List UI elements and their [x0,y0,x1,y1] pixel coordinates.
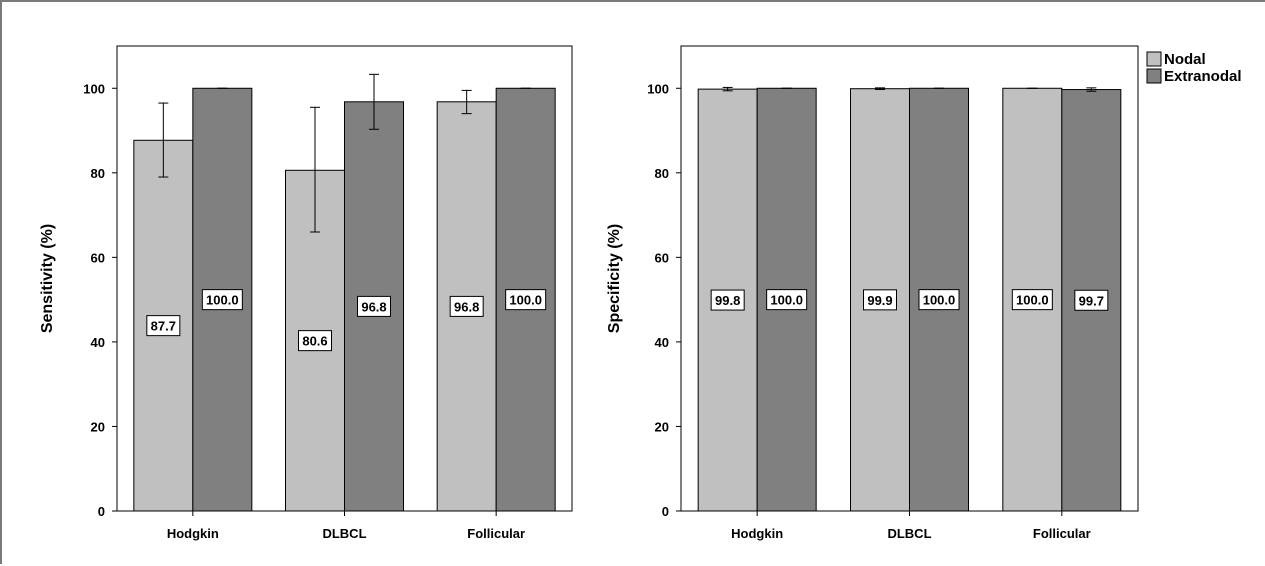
y-tick-label: 60 [655,250,669,265]
value-label-nodal-hodgkin: 87.7 [146,315,181,337]
value-label-text: 100.0 [509,293,542,308]
value-label-box [1074,289,1109,311]
legend-swatch [1146,51,1162,67]
y-tick-label: 100 [647,81,669,96]
error-bar-nodal-dlbcl [310,106,320,233]
value-label-box [201,289,243,311]
value-label-text: 99.8 [715,293,740,308]
error-bar-extranodal-follicular [1086,87,1097,92]
value-label-extranodal-hodgkin: 100.0 [201,289,243,311]
y-tick-label: 80 [91,166,105,181]
y-tick-label: 40 [91,335,105,350]
value-label-box [863,289,897,311]
value-label-box [298,330,332,352]
x-tick-label: Follicular [1033,526,1091,541]
legend-label: Extranodal [1164,68,1242,85]
value-label-box [766,289,808,311]
legend-item-extranodal: Extranodal [1146,68,1242,85]
value-label-text: 80.6 [302,334,327,349]
x-tick-label: DLBCL [322,526,366,541]
error-bar-nodal-follicular [461,89,472,115]
y-tick-label: 60 [91,250,105,265]
y-axis-title: Specificity (%) [606,224,623,333]
x-tick-label: Hodgkin [731,526,783,541]
error-bar-nodal-dlbcl [875,87,885,91]
value-label-box [918,289,960,311]
y-axis-title: Sensitivity (%) [39,224,56,333]
value-label-box [449,295,484,317]
value-label-extranodal-follicular: 99.7 [1074,289,1109,311]
value-label-text: 100.0 [206,293,239,308]
x-tick-label: Follicular [467,526,525,541]
value-label-text: 100.0 [1016,293,1049,308]
plot-frame [680,45,1139,512]
y-tick-label: 20 [91,419,105,434]
y-tick-label: 40 [655,335,669,350]
x-tick-label: DLBCL [887,526,931,541]
y-tick-label: 100 [83,81,105,96]
value-label-text: 100.0 [770,293,803,308]
plot-frame [116,45,573,512]
value-label-text: 99.7 [1079,293,1104,308]
y-tick-label: 80 [655,166,669,181]
legend-swatch [1146,68,1162,84]
value-label-extranodal-hodgkin: 100.0 [766,289,808,311]
value-label-box [357,295,391,317]
value-label-text: 99.9 [867,293,892,308]
value-label-extranodal-dlbcl: 100.0 [918,289,960,311]
value-label-nodal-dlbcl: 99.9 [863,289,897,311]
y-tick-label: 20 [655,419,669,434]
value-label-nodal-dlbcl: 80.6 [298,330,332,352]
chart-panel-1: 87.7 100.0 Hodgkin 80.6 96.8 DLBCL 96.8 100.0 Fo… [39,45,573,541]
legend-item-nodal: Nodal [1146,51,1206,68]
error-bar-nodal-hodgkin [158,102,169,178]
y-tick-label: 0 [98,504,105,519]
value-label-box [710,289,745,311]
value-label-box [505,289,547,311]
chart-panel-2: 99.8 100.0 Hodgkin 99.9 100.0 DLBCL 100.0 99.7 F… [606,45,1139,541]
value-label-extranodal-dlbcl: 96.8 [357,295,391,317]
value-label-text: 96.8 [361,299,386,314]
value-label-nodal-follicular: 100.0 [1011,289,1053,311]
y-tick-label: 0 [662,504,669,519]
value-label-text: 87.7 [151,319,176,334]
legend-label: Nodal [1164,51,1206,68]
value-label-extranodal-follicular: 100.0 [505,289,547,311]
error-bar-extranodal-dlbcl [369,73,379,130]
value-label-box [146,315,181,337]
error-bar-nodal-hodgkin [722,86,733,92]
value-label-nodal-follicular: 96.8 [449,295,484,317]
value-label-box [1011,289,1053,311]
x-tick-label: Hodgkin [167,526,219,541]
value-label-text: 100.0 [923,293,956,308]
value-label-text: 96.8 [454,299,479,314]
value-label-nodal-hodgkin: 99.8 [710,289,745,311]
